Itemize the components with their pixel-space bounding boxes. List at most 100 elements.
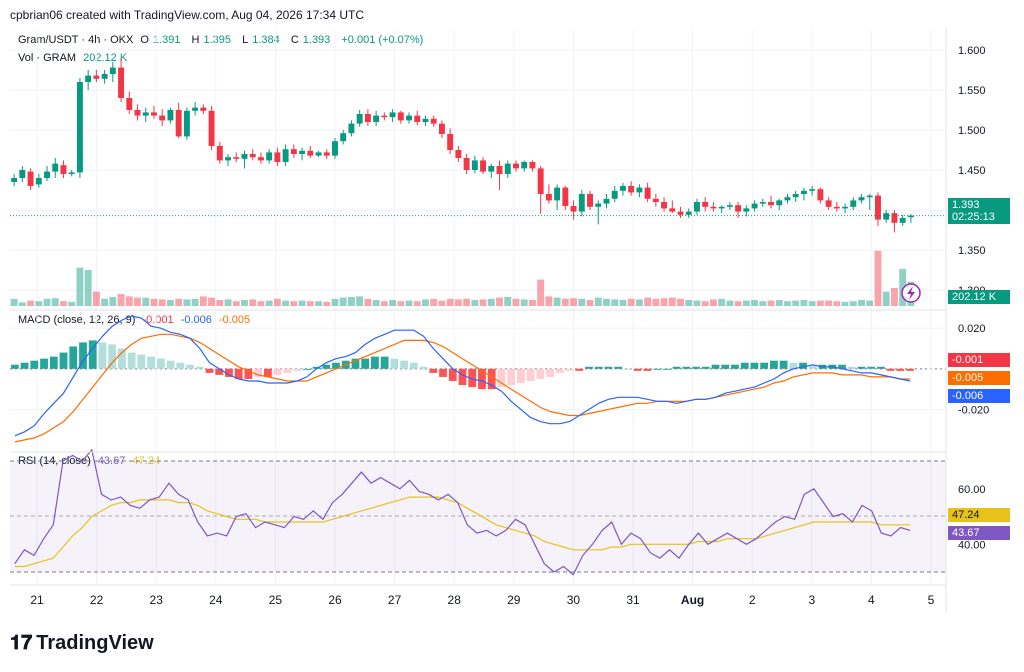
time-axis-label: Aug [681, 593, 704, 607]
candle-body [364, 114, 371, 122]
macd-histogram-bar [857, 366, 866, 369]
symbol-name: Gram/USDT · 4h · OKX [18, 34, 134, 46]
candle-body [562, 187, 569, 206]
candle-body [126, 98, 133, 110]
price-axis-label: 1.500 [958, 125, 986, 137]
volume-bar [273, 298, 281, 306]
rsi-ma-line [14, 496, 911, 568]
volume-bar [512, 298, 520, 306]
volume-bar [150, 298, 158, 306]
volume-bar [265, 300, 273, 306]
volume-bar [60, 301, 67, 306]
volume-bar [18, 302, 26, 306]
macd-histogram-bar [575, 368, 584, 371]
macd-histogram-bar [69, 346, 78, 369]
volume-bar [570, 298, 578, 306]
volume-bar [282, 300, 290, 306]
macd-histogram-bar [867, 366, 876, 369]
macd-histogram-bar [468, 368, 477, 388]
candle-body [348, 123, 355, 134]
macd-histogram-bar [585, 366, 593, 369]
price-axis-label: 1.600 [958, 45, 986, 57]
candle-body [27, 171, 34, 186]
volume-bar [183, 299, 191, 306]
open-value: O 1.391 [140, 34, 181, 46]
macd-histogram-bar [156, 358, 165, 369]
rsi-axis-label: 60.00 [958, 484, 986, 496]
volume-bar [668, 297, 676, 306]
volume-bar [767, 300, 775, 306]
volume-bar [882, 291, 890, 306]
volume-bar [693, 300, 701, 306]
volume-bar [586, 300, 594, 306]
candle-body [850, 200, 857, 207]
price-axis-label: 1.350 [958, 245, 986, 257]
volume-bar [528, 300, 536, 306]
macd-histogram-bar [633, 368, 642, 371]
volume-bar [166, 300, 174, 306]
candle-body [76, 82, 83, 173]
macd-histogram-bar [682, 366, 691, 369]
volume-bar [644, 297, 652, 306]
volume-bar [660, 298, 668, 306]
macd-histogram-bar [215, 368, 224, 375]
macd-histogram-bar [497, 368, 506, 388]
macd-histogram-bar [49, 356, 58, 369]
volume-bar [208, 297, 216, 306]
candle-body [307, 150, 314, 156]
volume-bar [142, 297, 150, 306]
volume-bar [496, 297, 503, 306]
volume-bar [759, 301, 767, 306]
macd-hist-value: -0.001 [142, 314, 174, 326]
macd-histogram-bar [692, 366, 700, 369]
volume-bar [422, 299, 429, 306]
macd-histogram-bar [30, 360, 39, 369]
candle-body [142, 112, 149, 116]
volume-bar [816, 300, 824, 306]
volume-bar [158, 299, 166, 306]
macd-histogram-bar [380, 356, 389, 369]
macd-histogram-bar [419, 366, 428, 369]
volume-bar [199, 296, 207, 306]
volume-bar [101, 298, 109, 306]
candle-body [669, 208, 676, 212]
volume-bar [51, 298, 59, 306]
high-value: H 1.395 [191, 34, 232, 46]
volume-bar [784, 301, 791, 306]
volume-bar [463, 298, 471, 306]
candle-body [134, 110, 141, 116]
volume-bar [553, 297, 561, 306]
volume-bar [249, 299, 257, 306]
candle-body [513, 163, 519, 169]
volume-bar [134, 297, 141, 306]
candle-body [496, 166, 503, 174]
macd-histogram [10, 340, 915, 390]
macd-histogram-bar [390, 358, 399, 369]
volume-bar [241, 300, 248, 306]
symbol-legend: Gram/USDT · 4h · OKX O 1.391 H 1.395 L 1.38… [18, 34, 427, 46]
candle-body [381, 115, 388, 118]
candle-body [414, 115, 421, 122]
candle-body [233, 157, 240, 159]
candle-body [282, 149, 289, 162]
macd-histogram-bar [672, 366, 681, 369]
volume-bar [504, 297, 512, 306]
candle-body [323, 152, 330, 156]
candle-body [480, 160, 487, 172]
macd-axis-label: -0.020 [958, 404, 989, 416]
volume-bar [405, 300, 413, 306]
time-axis-label: 27 [388, 593, 402, 607]
macd-histogram-bar [526, 368, 535, 381]
volume-bar [792, 300, 800, 306]
price-axis-label: 1.550 [958, 85, 986, 97]
macd-histogram-bar [273, 368, 282, 375]
candle-body [595, 203, 602, 207]
macd-histogram-bar [195, 366, 204, 369]
macd-histogram-bar [108, 344, 117, 369]
macd-histogram-bar [779, 360, 788, 369]
volume-bar [10, 298, 18, 306]
candle-body [109, 67, 116, 74]
macd-histogram-bar [10, 364, 19, 369]
macd-histogram-bar [906, 368, 915, 371]
